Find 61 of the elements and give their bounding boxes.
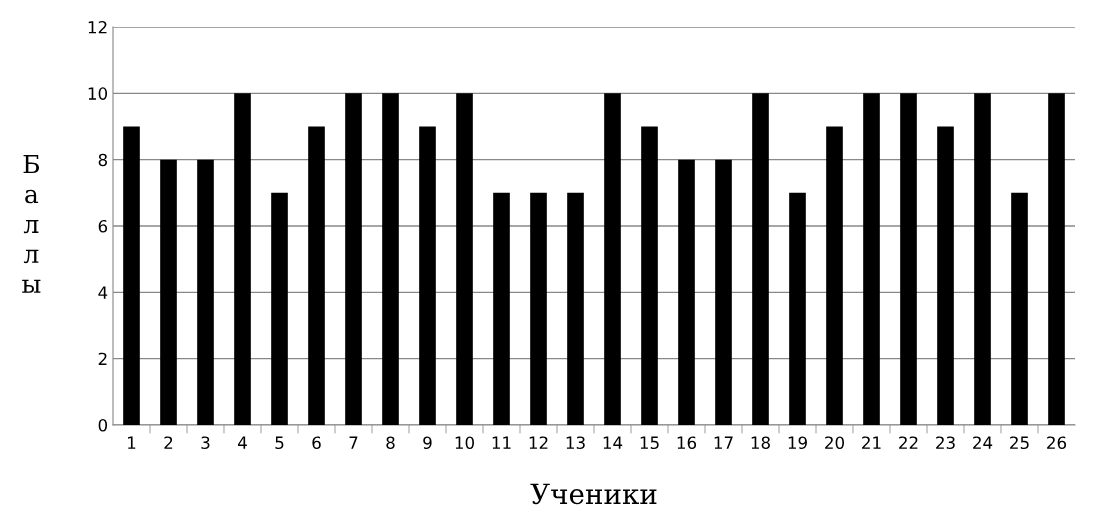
y-tick-label: 12 bbox=[88, 20, 107, 34]
bar bbox=[678, 159, 695, 425]
bar bbox=[604, 93, 621, 425]
bar bbox=[900, 93, 917, 425]
x-tick-label: 7 bbox=[349, 436, 358, 449]
bar bbox=[974, 93, 991, 425]
x-tick-label: 9 bbox=[423, 436, 432, 450]
bar bbox=[863, 93, 880, 425]
x-tick-label: 6 bbox=[312, 436, 321, 450]
x-tick-label: 23 bbox=[936, 436, 955, 450]
x-tick-label: 8 bbox=[386, 436, 395, 450]
bar bbox=[308, 126, 325, 425]
y-tick-label: 10 bbox=[88, 87, 108, 100]
y-axis-title: Баллы bbox=[22, 154, 41, 293]
bar bbox=[826, 126, 843, 425]
bar bbox=[567, 192, 584, 425]
bar bbox=[752, 93, 769, 425]
y-tick-label: 0 bbox=[98, 418, 108, 432]
bar bbox=[382, 93, 399, 425]
x-tick-label: 19 bbox=[788, 436, 807, 450]
bar bbox=[493, 192, 510, 425]
x-tick-label: 16 bbox=[677, 436, 697, 450]
x-tick-label: 22 bbox=[899, 436, 918, 449]
bar bbox=[197, 159, 214, 425]
x-tick-label: 13 bbox=[566, 436, 585, 450]
x-tick-label: 12 bbox=[529, 436, 548, 449]
y-tick-label: 2 bbox=[98, 352, 107, 365]
bar bbox=[456, 93, 473, 425]
bar bbox=[419, 126, 436, 425]
x-tick-label: 25 bbox=[1010, 436, 1029, 450]
bar bbox=[789, 192, 806, 425]
bar bbox=[271, 192, 288, 425]
x-tick-label: 18 bbox=[751, 436, 770, 450]
x-tick-label: 5 bbox=[275, 436, 284, 450]
bar bbox=[641, 126, 658, 425]
bar bbox=[160, 159, 177, 425]
x-tick-label: 14 bbox=[603, 436, 623, 449]
x-tick-label: 15 bbox=[640, 436, 659, 450]
x-tick-label: 2 bbox=[164, 436, 173, 449]
y-tick-label: 6 bbox=[98, 219, 108, 233]
x-tick-label: 1 bbox=[128, 436, 136, 449]
bar bbox=[234, 93, 251, 425]
y-tick-label: 4 bbox=[98, 286, 108, 299]
y-tick-label: 8 bbox=[98, 153, 107, 167]
x-tick-label: 24 bbox=[973, 436, 993, 449]
bar bbox=[1011, 192, 1028, 425]
bar bbox=[937, 126, 954, 425]
x-tick-label: 26 bbox=[1047, 436, 1067, 450]
bar bbox=[530, 192, 547, 425]
x-tick-label: 3 bbox=[201, 436, 210, 450]
x-axis-title: Ученики bbox=[530, 483, 657, 505]
x-tick-label: 17 bbox=[714, 436, 733, 449]
x-tick-label: 11 bbox=[492, 436, 511, 449]
x-tick-label: 10 bbox=[455, 436, 474, 450]
x-tick-label: 20 bbox=[825, 436, 844, 450]
x-tick-label: 4 bbox=[238, 436, 247, 449]
bar bbox=[1048, 93, 1065, 425]
bar bbox=[715, 159, 732, 425]
bar bbox=[123, 126, 140, 425]
bar bbox=[345, 93, 362, 425]
x-tick-label: 21 bbox=[862, 436, 881, 449]
